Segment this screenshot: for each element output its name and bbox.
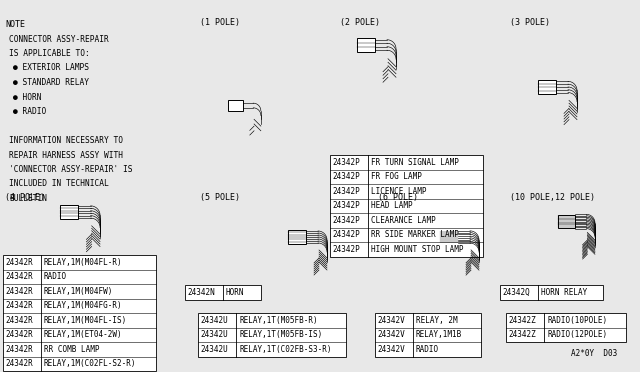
Text: (6 POLE): (6 POLE) <box>378 193 418 202</box>
Text: 24342U: 24342U <box>200 316 228 325</box>
Text: BULLETIN: BULLETIN <box>9 194 47 203</box>
Text: CLEARANCE LAMP: CLEARANCE LAMP <box>371 216 436 225</box>
Text: 24342R: 24342R <box>5 330 33 339</box>
Text: RR SIDE MARKER LAMP: RR SIDE MARKER LAMP <box>371 230 459 239</box>
Bar <box>3 255 156 371</box>
Text: RELAY,1M(M04FL-R): RELAY,1M(M04FL-R) <box>44 258 123 267</box>
Text: 24342N: 24342N <box>187 288 215 297</box>
Text: 24342P: 24342P <box>332 201 360 210</box>
Bar <box>440 230 458 244</box>
Text: ● HORN: ● HORN <box>13 93 42 102</box>
Bar <box>228 100 243 111</box>
Text: HORN: HORN <box>226 288 244 297</box>
Bar <box>357 38 375 52</box>
Text: INCLUDED IN TECHNICAL: INCLUDED IN TECHNICAL <box>9 180 109 189</box>
Text: 24342U: 24342U <box>200 330 228 339</box>
Text: RADIO: RADIO <box>44 272 67 281</box>
Text: RR COMB LAMP: RR COMB LAMP <box>44 345 99 354</box>
Text: IS APPLICABLE TO:: IS APPLICABLE TO: <box>9 49 90 58</box>
Text: RADIO(10POLE): RADIO(10POLE) <box>547 316 607 325</box>
Bar <box>330 155 483 257</box>
Text: 24342P: 24342P <box>332 245 360 254</box>
Text: (5 POLE): (5 POLE) <box>200 193 240 202</box>
Text: RELAY,1T(C02FB-S3-R): RELAY,1T(C02FB-S3-R) <box>239 345 332 354</box>
Text: RADIO: RADIO <box>416 345 439 354</box>
Bar <box>288 230 306 244</box>
Text: A2*0Y  D03: A2*0Y D03 <box>571 349 617 358</box>
Text: 24342R: 24342R <box>5 301 33 310</box>
Text: 24342P: 24342P <box>332 172 360 181</box>
Bar <box>198 313 346 356</box>
Text: NOTE: NOTE <box>5 20 25 29</box>
Text: 24342R: 24342R <box>5 258 33 267</box>
Text: (4 POLE): (4 POLE) <box>5 193 45 202</box>
Text: HEAD LAMP: HEAD LAMP <box>371 201 413 210</box>
Text: 24342Z: 24342Z <box>508 316 536 325</box>
Text: ● RADIO: ● RADIO <box>13 107 46 116</box>
Bar <box>558 215 575 228</box>
Text: 24342P: 24342P <box>332 216 360 225</box>
Text: 24342P: 24342P <box>332 230 360 239</box>
Text: 24342V: 24342V <box>377 330 404 339</box>
Bar <box>538 80 556 94</box>
Text: RELAY,1M(C02FL-S2-R): RELAY,1M(C02FL-S2-R) <box>44 359 136 368</box>
Bar <box>500 285 603 299</box>
Text: (10 POLE,12 POLE): (10 POLE,12 POLE) <box>510 193 595 202</box>
Text: HORN RELAY: HORN RELAY <box>541 288 588 297</box>
Text: 24342U: 24342U <box>200 345 228 354</box>
Text: RELAY, 2M: RELAY, 2M <box>416 316 458 325</box>
Text: 24342P: 24342P <box>332 158 360 167</box>
Text: (2 POLE): (2 POLE) <box>340 18 380 27</box>
Text: 24342V: 24342V <box>377 345 404 354</box>
Bar <box>185 285 261 299</box>
Text: REPAIR HARNESS ASSY WITH: REPAIR HARNESS ASSY WITH <box>9 151 123 160</box>
Text: 24342R: 24342R <box>5 345 33 354</box>
Text: RELAY,1M(M04FG-R): RELAY,1M(M04FG-R) <box>44 301 123 310</box>
Text: 'CONNECTOR ASSY-REPAIR' IS: 'CONNECTOR ASSY-REPAIR' IS <box>9 165 132 174</box>
Text: RELAY,1T(M05FB-R): RELAY,1T(M05FB-R) <box>239 316 317 325</box>
Bar <box>506 313 626 342</box>
Text: ● EXTERIOR LAMPS: ● EXTERIOR LAMPS <box>13 64 89 73</box>
Text: FR FOG LAMP: FR FOG LAMP <box>371 172 422 181</box>
Text: 24342R: 24342R <box>5 272 33 281</box>
Text: 24342R: 24342R <box>5 316 33 325</box>
Text: RADIO(12POLE): RADIO(12POLE) <box>547 330 607 339</box>
Text: RELAY,1M(ET04-2W): RELAY,1M(ET04-2W) <box>44 330 123 339</box>
Text: 24342R: 24342R <box>5 287 33 296</box>
Text: LICENCE LAMP: LICENCE LAMP <box>371 187 426 196</box>
Text: CONNECTOR ASSY-REPAIR: CONNECTOR ASSY-REPAIR <box>9 35 109 44</box>
Text: 24342Q: 24342Q <box>502 288 530 297</box>
Text: FR TURN SIGNAL LAMP: FR TURN SIGNAL LAMP <box>371 158 459 167</box>
Text: ● STANDARD RELAY: ● STANDARD RELAY <box>13 78 89 87</box>
Text: (3 POLE): (3 POLE) <box>510 18 550 27</box>
Text: INFORMATION NECESSARY TO: INFORMATION NECESSARY TO <box>9 136 123 145</box>
Text: 24342R: 24342R <box>5 359 33 368</box>
Bar <box>375 313 481 356</box>
Text: RELAY,1T(M05FB-IS): RELAY,1T(M05FB-IS) <box>239 330 323 339</box>
Text: (1 POLE): (1 POLE) <box>200 18 240 27</box>
Text: 24342Z: 24342Z <box>508 330 536 339</box>
Text: RELAY,1M1B: RELAY,1M1B <box>416 330 462 339</box>
Text: 24342P: 24342P <box>332 187 360 196</box>
Text: RELAY,1M(M04FW): RELAY,1M(M04FW) <box>44 287 113 296</box>
Text: 24342V: 24342V <box>377 316 404 325</box>
Text: RELAY,1M(M04FL-IS): RELAY,1M(M04FL-IS) <box>44 316 127 325</box>
Text: HIGH MOUNT STOP LAMP: HIGH MOUNT STOP LAMP <box>371 245 463 254</box>
Bar <box>60 205 78 219</box>
